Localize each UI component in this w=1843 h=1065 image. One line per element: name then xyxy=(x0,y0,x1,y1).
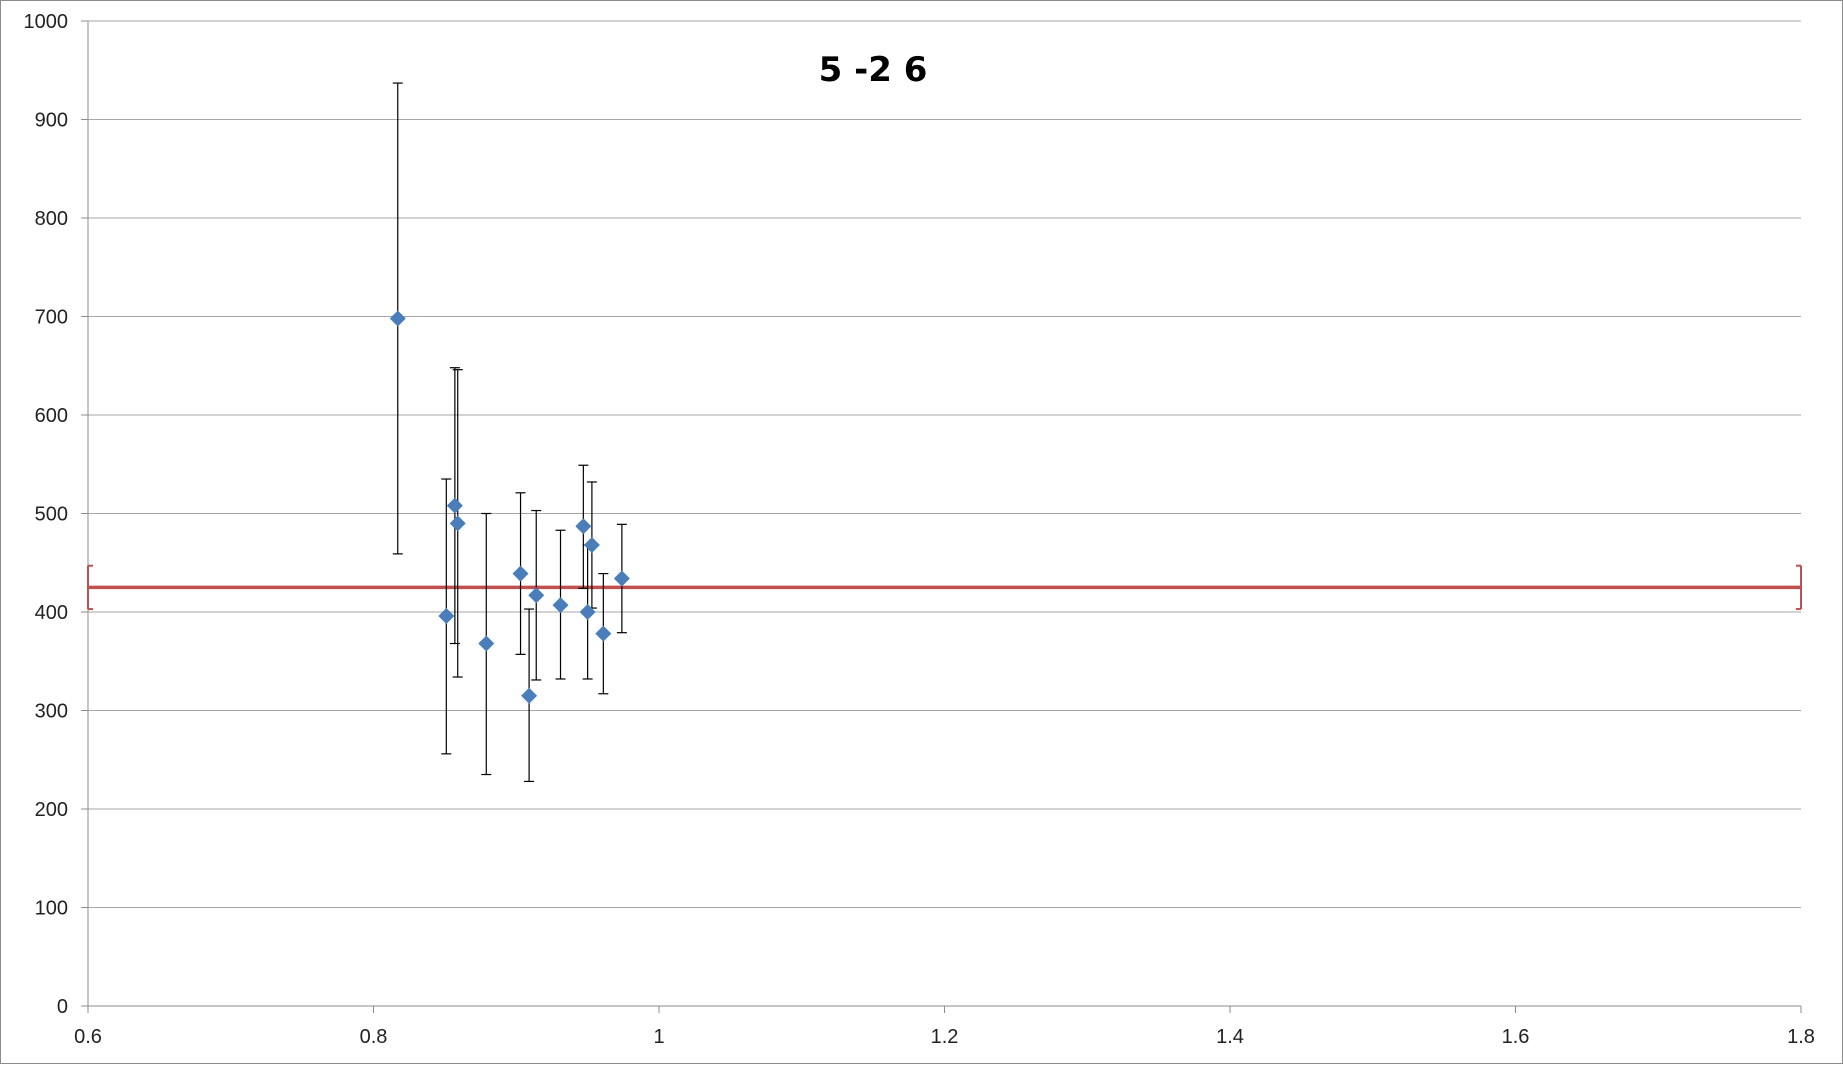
data-point xyxy=(521,687,538,704)
x-tick-label: 0.6 xyxy=(74,1026,102,1048)
chart-title: 5 -2 6 xyxy=(819,50,928,90)
data-point xyxy=(389,310,406,327)
data-points xyxy=(389,310,630,704)
x-tick-label: 1.6 xyxy=(1502,1026,1530,1048)
data-point xyxy=(438,607,455,624)
x-tick-label: 0.8 xyxy=(360,1026,388,1048)
x-tick-label: 1.2 xyxy=(931,1026,959,1048)
reference-line-group xyxy=(87,564,1802,611)
x-tick-label: 1 xyxy=(653,1026,664,1048)
data-point xyxy=(613,570,630,587)
data-point xyxy=(512,565,529,582)
gridlines xyxy=(88,20,1801,908)
data-point xyxy=(478,635,495,652)
data-point xyxy=(552,597,569,614)
y-tick-label: 800 xyxy=(35,208,68,230)
y-tick-label: 500 xyxy=(35,504,68,526)
data-point xyxy=(579,604,596,620)
data-point xyxy=(446,497,463,514)
data-point xyxy=(575,518,592,535)
tick-labels: 0 100 200 300 400 500 600 700 800 900 1000 0.6 0.8 1 1… xyxy=(24,11,1815,1048)
y-tick-label: 0 xyxy=(57,996,68,1018)
y-tick-label: 400 xyxy=(35,602,68,624)
y-tick-label: 600 xyxy=(35,405,68,427)
y-tick-label: 200 xyxy=(35,799,68,821)
data-point xyxy=(595,625,612,642)
data-point xyxy=(583,537,600,554)
axes xyxy=(81,20,1802,1013)
y-tick-label: 300 xyxy=(35,701,68,723)
y-tick-label: 900 xyxy=(35,110,68,132)
x-tick-label: 1.8 xyxy=(1787,1026,1815,1048)
data-point xyxy=(528,587,545,604)
data-point xyxy=(449,515,466,532)
y-tick-label: 100 xyxy=(35,898,68,920)
error-bars xyxy=(392,82,627,783)
x-tick-label: 1.4 xyxy=(1216,1026,1244,1048)
y-tick-label: 700 xyxy=(35,307,68,329)
y-tick-label: 1000 xyxy=(24,11,69,33)
